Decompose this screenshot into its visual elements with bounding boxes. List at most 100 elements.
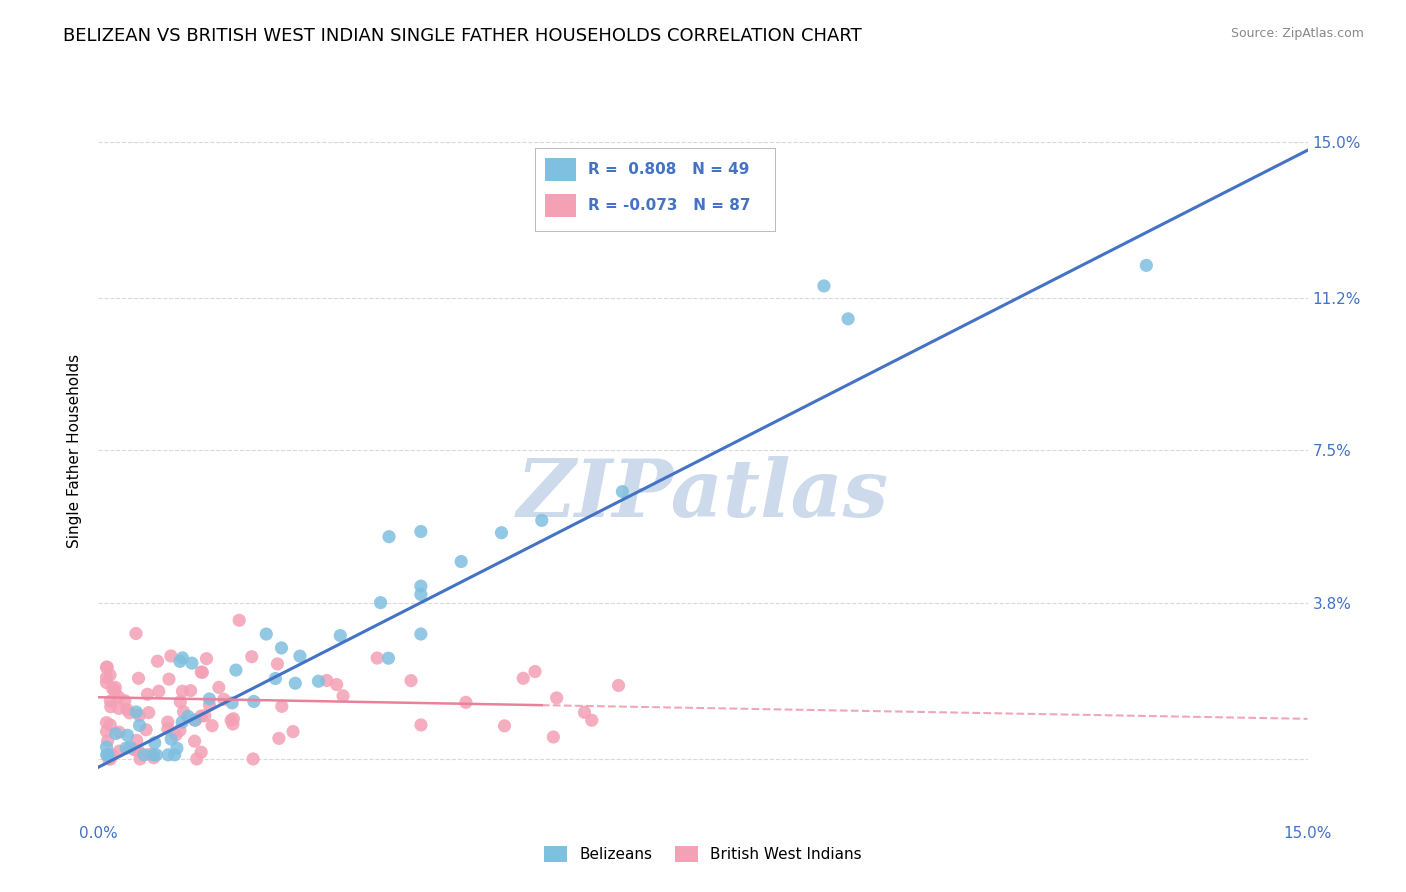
Point (115, 702, 138, 716)
Point (165, 728, 187, 742)
Point (222, 717, 245, 731)
Text: ZIPatlas: ZIPatlas (517, 456, 889, 533)
Point (409, 718, 432, 732)
Point (450, 554, 472, 569)
Point (107, 690, 129, 704)
Point (409, 579, 432, 593)
Legend: Belizeans, British West Indians: Belizeans, British West Indians (538, 840, 868, 869)
Point (399, 673, 422, 688)
Point (409, 524, 432, 539)
Point (325, 677, 347, 691)
Point (156, 722, 179, 736)
Point (366, 651, 388, 665)
Point (194, 708, 217, 723)
Point (142, 747, 165, 762)
Point (172, 684, 194, 698)
Point (266, 657, 288, 671)
Point (97, 747, 120, 762)
Point (169, 723, 191, 738)
Point (118, 706, 141, 720)
Point (307, 674, 329, 689)
Text: R = -0.073   N = 87: R = -0.073 N = 87 (588, 198, 751, 213)
Point (574, 706, 596, 720)
Point (96, 660, 118, 674)
Point (612, 484, 634, 499)
Point (183, 734, 205, 748)
Point (104, 681, 127, 695)
Point (409, 627, 432, 641)
Point (139, 747, 162, 762)
Point (163, 747, 186, 762)
Point (96, 660, 118, 674)
Point (160, 732, 183, 747)
Point (208, 681, 231, 695)
Text: R =  0.808   N = 49: R = 0.808 N = 49 (588, 162, 749, 178)
Point (512, 671, 534, 685)
Point (524, 665, 547, 679)
Bar (546, 158, 576, 181)
Point (120, 740, 142, 755)
Point (242, 752, 264, 766)
Point (184, 713, 207, 727)
Point (172, 715, 194, 730)
Point (198, 692, 221, 706)
Point (104, 684, 127, 698)
Point (190, 665, 212, 679)
Point (101, 681, 124, 696)
Point (172, 651, 194, 665)
Point (142, 750, 165, 764)
Point (96, 675, 118, 690)
Point (370, 596, 392, 610)
Point (243, 694, 266, 708)
Point (115, 741, 138, 756)
Point (212, 692, 235, 706)
Point (270, 640, 292, 655)
Point (454, 695, 477, 709)
Point (96, 724, 118, 739)
Point (813, 279, 835, 293)
Point (157, 747, 180, 762)
Point (136, 687, 159, 701)
Point (125, 705, 148, 719)
Point (166, 741, 188, 756)
Point (219, 714, 242, 728)
Point (96, 739, 118, 754)
Point (228, 613, 250, 627)
Point (378, 530, 401, 544)
Point (125, 733, 148, 747)
Point (177, 709, 200, 723)
Point (98, 718, 121, 732)
Bar (546, 194, 576, 218)
Point (96, 747, 118, 762)
Point (146, 654, 169, 668)
Point (128, 708, 150, 723)
Point (122, 742, 145, 756)
Point (100, 752, 122, 766)
Point (191, 665, 214, 680)
Point (1135, 259, 1157, 273)
Y-axis label: Single Father Households: Single Father Households (67, 353, 83, 548)
Point (221, 696, 243, 710)
Point (491, 525, 513, 540)
Point (128, 718, 150, 732)
Point (127, 744, 149, 758)
Point (148, 684, 170, 698)
Point (97, 752, 120, 766)
Point (270, 699, 292, 714)
Point (145, 747, 167, 762)
Point (225, 663, 247, 677)
Point (198, 698, 221, 713)
Point (332, 689, 354, 703)
Point (128, 671, 150, 685)
Point (125, 626, 148, 640)
Point (108, 725, 131, 739)
Point (281, 724, 304, 739)
Point (98, 668, 121, 682)
Point (157, 672, 180, 686)
Point (181, 656, 204, 670)
Point (96, 715, 118, 730)
Point (329, 628, 352, 642)
Point (101, 747, 124, 762)
Point (160, 648, 183, 663)
Point (97, 734, 120, 748)
